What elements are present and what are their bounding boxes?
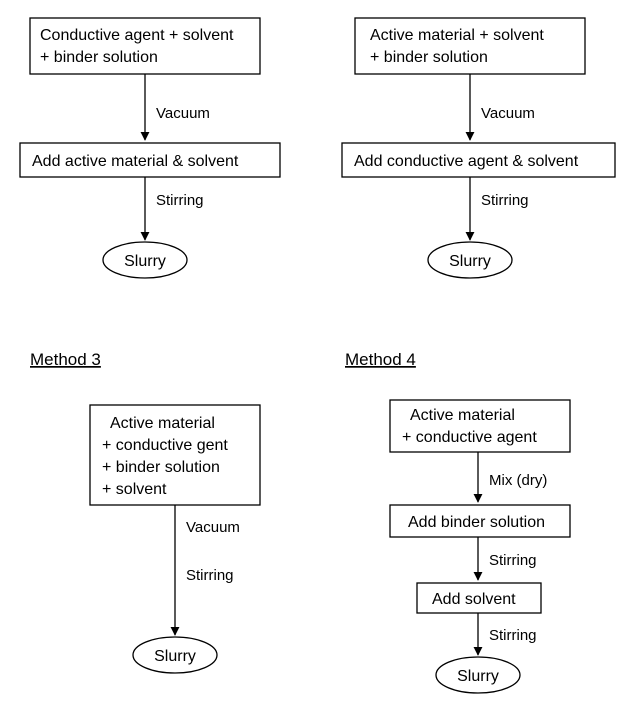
m1-box1-line2: + binder solution — [40, 49, 158, 66]
m3-slurry-label: Slurry — [154, 648, 196, 665]
m2-edge2-label: Stirring — [481, 192, 529, 209]
m2-box1-line2: + binder solution — [370, 49, 488, 66]
m4-box2-l1: Add binder solution — [408, 514, 545, 531]
m2-box2-line1: Add conductive agent & solvent — [354, 153, 579, 170]
m2-edge1-label: Vacuum — [481, 105, 535, 122]
diagram-canvas: Conductive agent + solvent + binder solu… — [0, 0, 640, 728]
method-3: Method 3 Active material + conductive ge… — [30, 350, 260, 673]
m3-box1-l2: + conductive gent — [102, 437, 228, 454]
m4-edge3-label: Stirring — [489, 627, 537, 644]
m3-box1-l3: + binder solution — [102, 459, 220, 476]
method-4: Method 4 Active material + conductive ag… — [345, 350, 570, 693]
m4-title: Method 4 — [345, 350, 416, 369]
m4-box1-l1: Active material — [410, 407, 515, 424]
m3-edge2-label: Stirring — [186, 567, 234, 584]
m3-edge1-label: Vacuum — [186, 519, 240, 536]
m3-box1-l1: Active material — [110, 415, 215, 432]
m1-edge2-label: Stirring — [156, 192, 204, 209]
m2-slurry-label: Slurry — [449, 253, 491, 270]
m1-box1-line1: Conductive agent + solvent — [40, 27, 234, 44]
m4-edge1-label: Mix (dry) — [489, 472, 547, 489]
m1-edge1-label: Vacuum — [156, 105, 210, 122]
m4-box1-l2: + conductive agent — [402, 429, 537, 446]
m4-slurry-label: Slurry — [457, 668, 499, 685]
m1-box2-line1: Add active material & solvent — [32, 153, 239, 170]
method-1: Conductive agent + solvent + binder solu… — [20, 18, 280, 278]
method-2: Active material + solvent + binder solut… — [342, 18, 615, 278]
m3-box1-l4: + solvent — [102, 481, 167, 498]
m2-box1-line1: Active material + solvent — [370, 27, 544, 44]
m4-box3-l1: Add solvent — [432, 591, 516, 608]
m1-slurry-label: Slurry — [124, 253, 166, 270]
m3-title: Method 3 — [30, 350, 101, 369]
m4-edge2-label: Stirring — [489, 552, 537, 569]
